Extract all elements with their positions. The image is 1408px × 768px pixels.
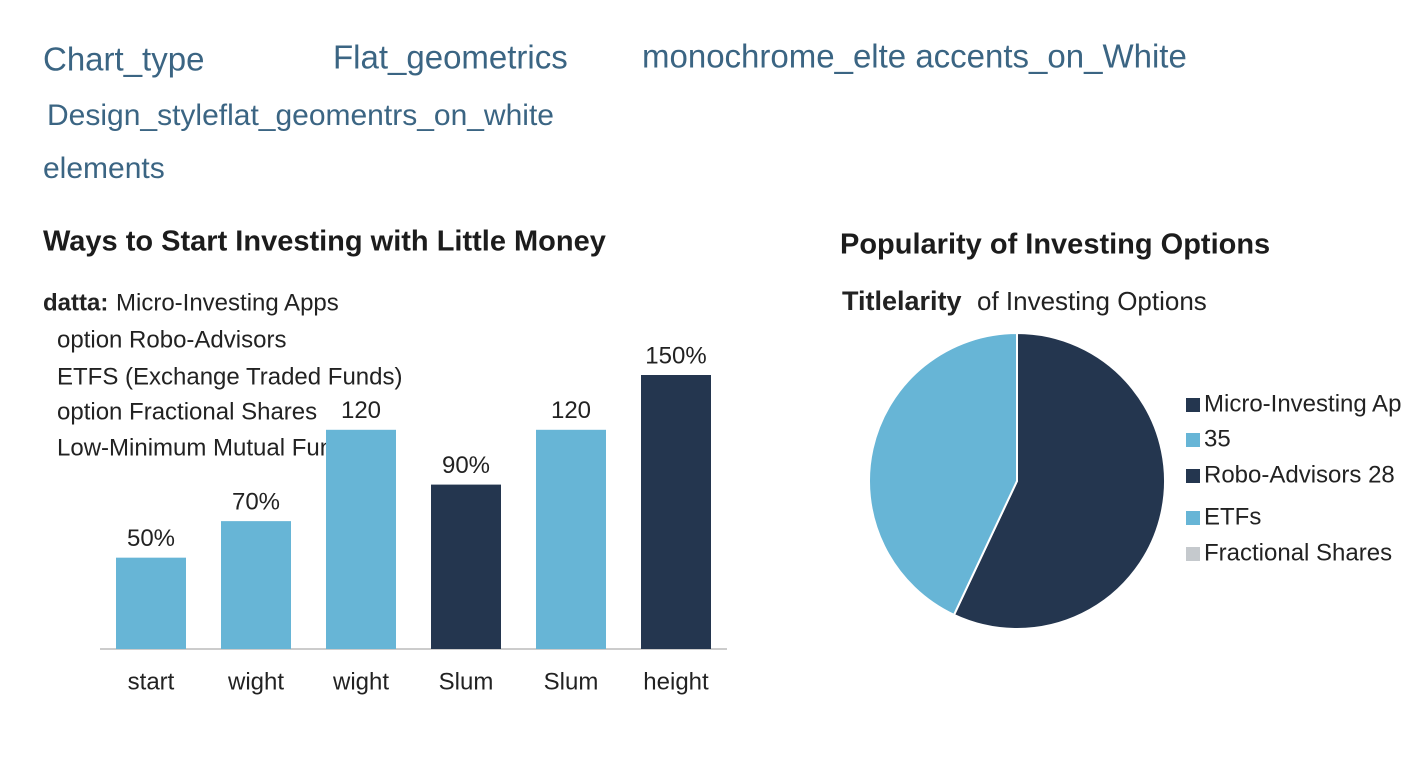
bar — [431, 484, 501, 649]
value-label: 120 — [551, 397, 591, 424]
x-tick-label: wight — [332, 668, 389, 695]
bar — [641, 375, 711, 649]
x-tick-label: Slum — [439, 668, 494, 695]
annotation-line: Micro-Investing Apps — [116, 289, 339, 316]
legend-swatch — [1186, 398, 1200, 412]
legend-swatch — [1186, 469, 1200, 483]
legend-label: Micro-Investing Ap — [1204, 390, 1401, 417]
header-text: Design_styleflat_geomentrs_on_white — [47, 99, 554, 132]
value-label: 90% — [442, 452, 490, 479]
annotation-line: ETFS (Exchange Traded Funds) — [57, 363, 403, 390]
value-label: 50% — [127, 525, 175, 552]
legend-swatch — [1186, 511, 1200, 525]
annotation-line: option Fractional Shares — [57, 398, 317, 425]
pie-title: Popularity of Investing Options — [840, 229, 1270, 261]
value-label: 70% — [232, 488, 280, 515]
x-tick-label: start — [128, 668, 175, 695]
value-label: 150% — [645, 342, 706, 369]
bar — [536, 429, 606, 649]
bar-title: Ways to Start Investing with Little Mone… — [43, 226, 606, 258]
x-tick-label: height — [643, 668, 709, 695]
x-tick-label: Slum — [544, 668, 599, 695]
annotation-line: option Robo-Advisors — [57, 326, 286, 353]
pie-subtitle: Titlelarity — [842, 286, 962, 316]
pie-subtitle: of Investing Options — [977, 286, 1207, 316]
value-label: 120 — [341, 397, 381, 424]
legend-label: Robo-Advisors 28 — [1204, 461, 1395, 488]
legend-swatch — [1186, 433, 1200, 447]
bar — [116, 557, 186, 649]
header-text: Chart_type — [43, 41, 204, 78]
pie-slice — [952, 331, 1166, 630]
annotation-line: Low-Minimum Mutual Funds — [57, 434, 358, 461]
x-tick-label: wight — [227, 668, 284, 695]
legend-label: ETFs — [1204, 503, 1261, 530]
header-text: Flat_geometrics — [333, 39, 568, 76]
legend-label: Fractional Shares — [1204, 539, 1392, 566]
header-text: monochrome_elte accents_on_White — [642, 38, 1187, 75]
annotation-label: datta: — [43, 289, 108, 316]
header-text: elements — [43, 152, 165, 185]
bar — [326, 429, 396, 649]
legend-swatch — [1186, 547, 1200, 561]
pie-slice — [868, 331, 1018, 617]
bar — [221, 521, 291, 649]
legend-label: 35 — [1204, 425, 1231, 452]
